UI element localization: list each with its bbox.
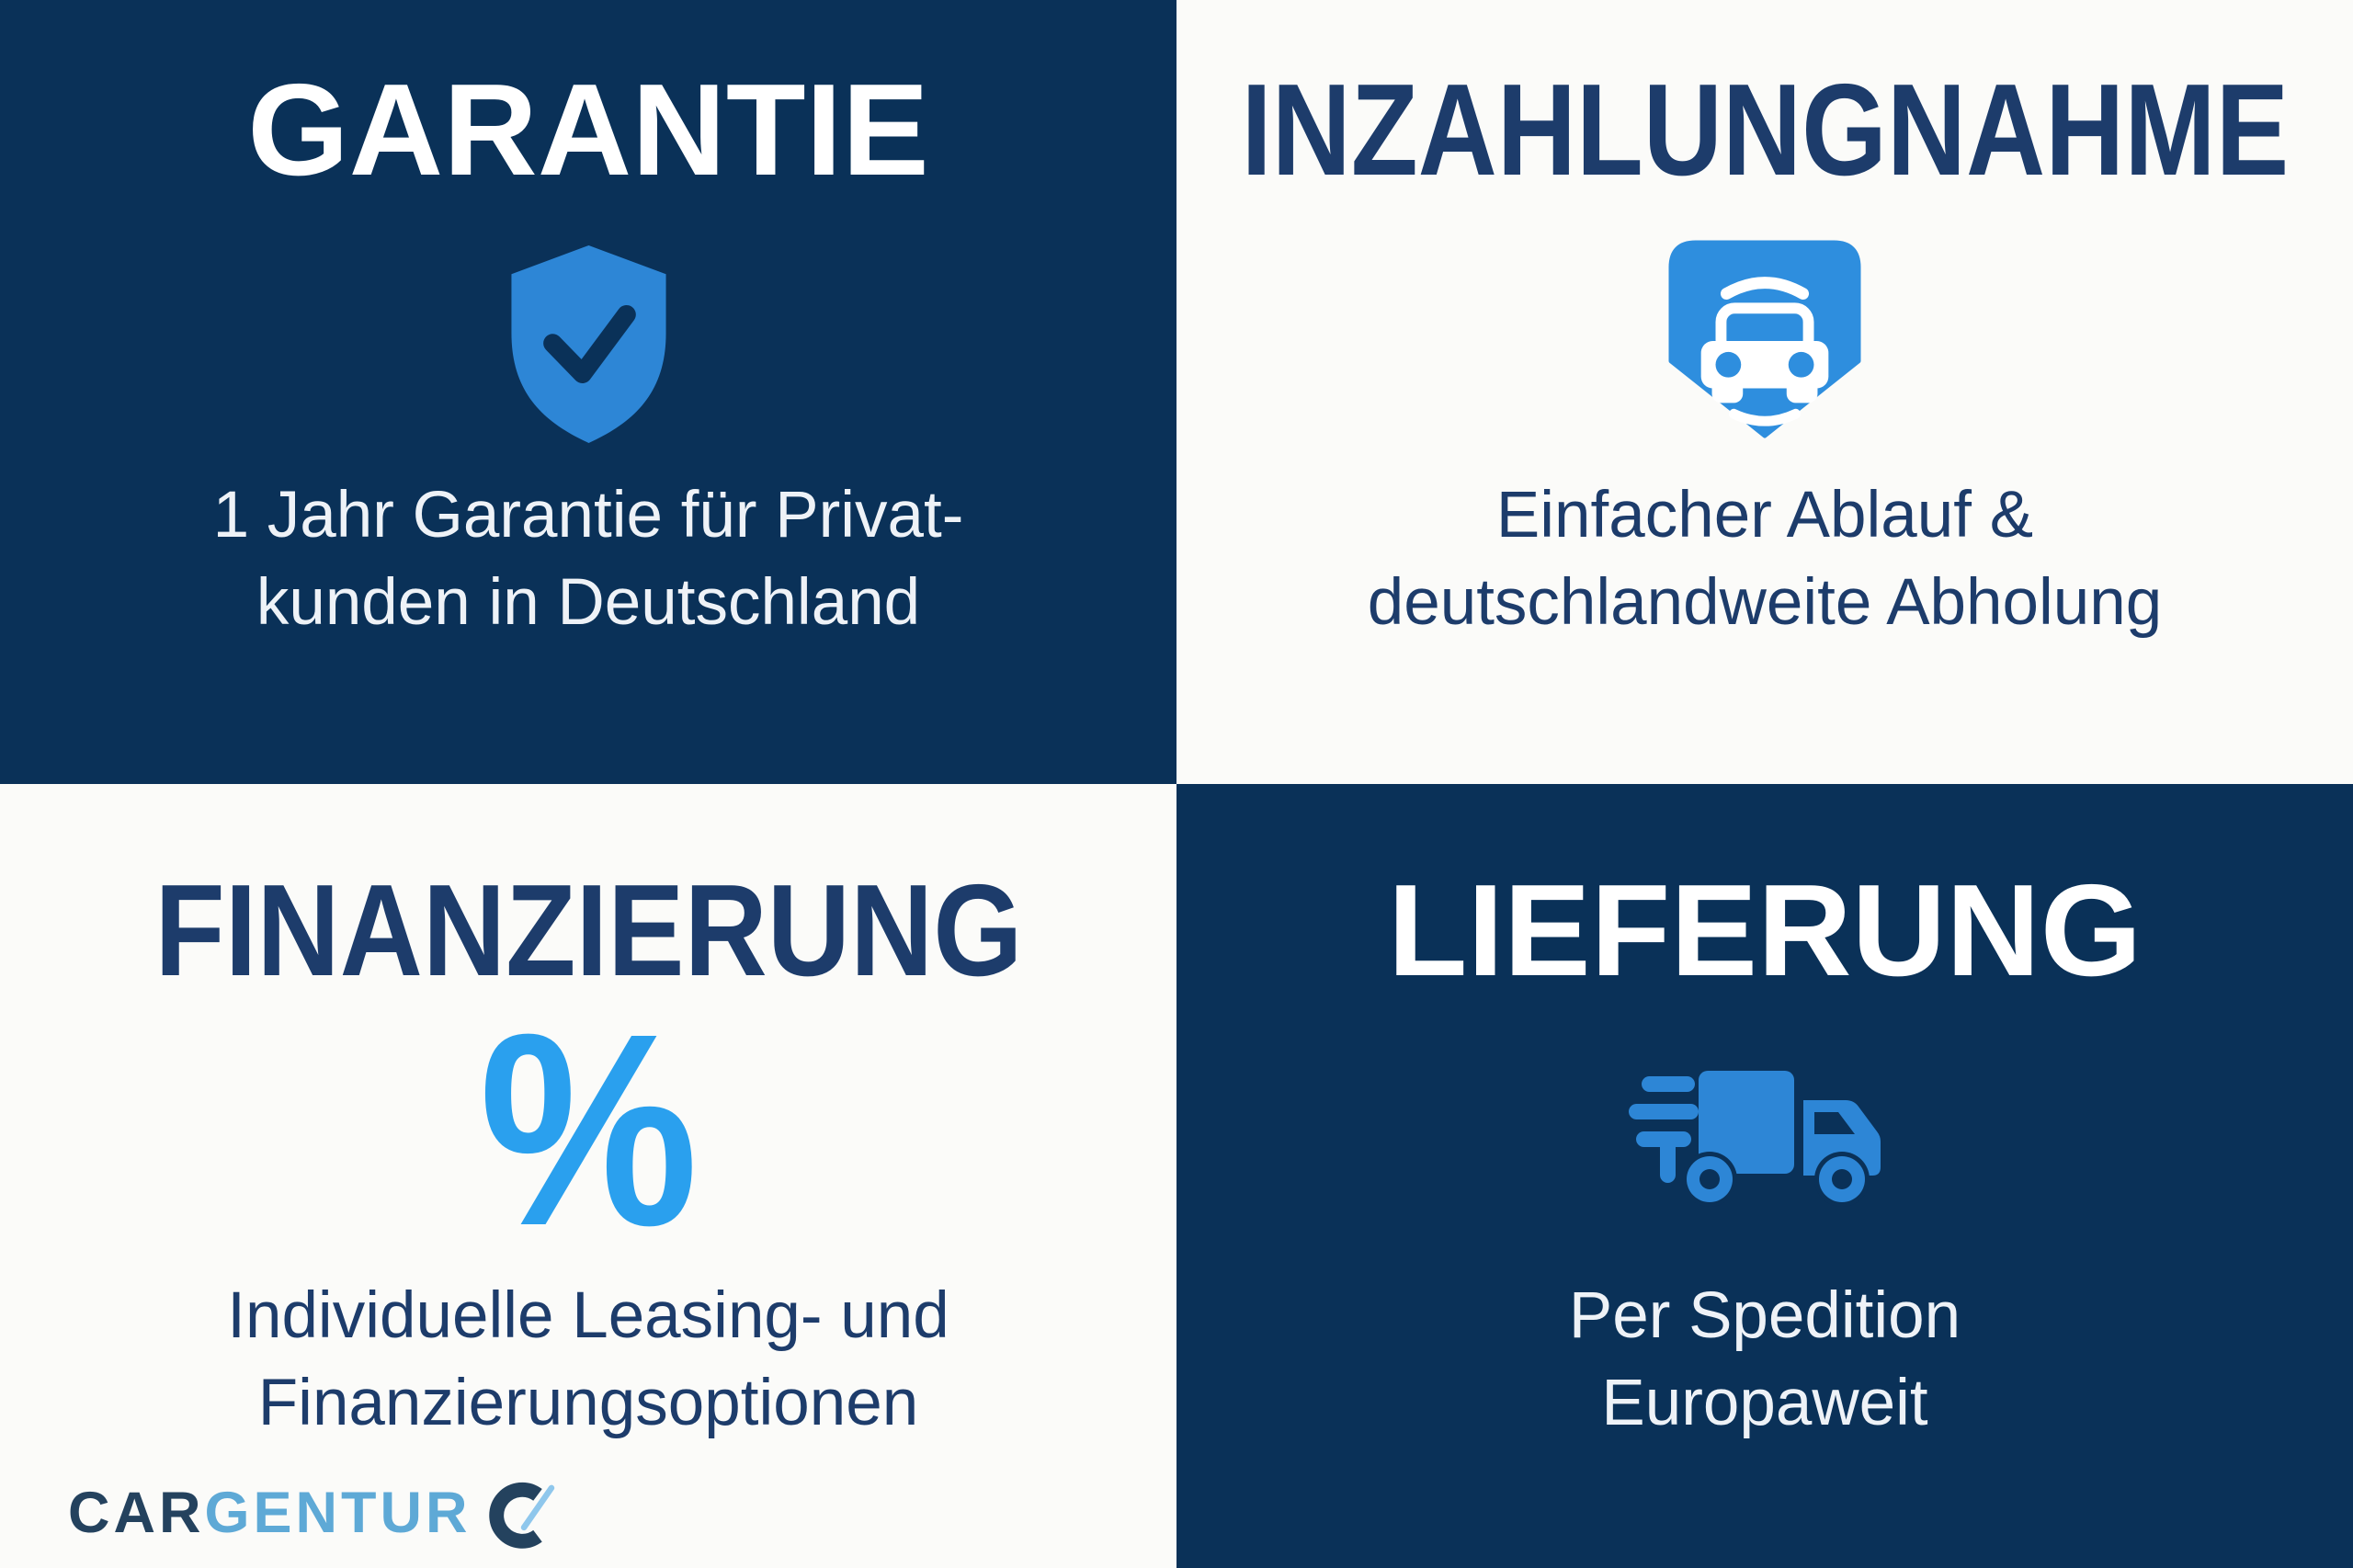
quadrant-title-garantie: GARANTIE xyxy=(247,57,929,203)
quadrant-title-finanzierung: FINANZIERUNG xyxy=(153,858,1023,1004)
logo-c-icon xyxy=(488,1482,554,1549)
description-line: Einfacher Ablauf & xyxy=(1495,479,2034,552)
logo-text-car: CAR xyxy=(68,1481,205,1545)
car-badge-icon xyxy=(1668,236,1861,449)
quadrant-garantie: GARANTIE 1 Jahr Garantie für Privat- kun… xyxy=(0,0,1176,784)
description-line: deutschlandweite Abholung xyxy=(1367,566,2163,640)
description-line: Europaweit xyxy=(1601,1367,1928,1440)
quadrant-lieferung: LIEFERUNG Per Spedition Europaweit xyxy=(1176,784,2353,1568)
percent-glyph: % xyxy=(478,977,699,1284)
cargentur-logo: CARGENTUR xyxy=(68,1474,563,1551)
quadrant-description-garantie: 1 Jahr Garantie für Privat- kunden in De… xyxy=(213,472,964,646)
delivery-truck-icon xyxy=(1627,1020,1903,1241)
percent-icon: % xyxy=(467,994,710,1267)
shield-check-icon xyxy=(490,236,688,449)
description-line: Per Spedition xyxy=(1568,1279,1961,1353)
quadrant-description-inzahlungnahme: Einfacher Ablauf & deutschlandweite Abho… xyxy=(1368,472,2163,646)
quadrant-finanzierung: FINANZIERUNG % Individuelle Leasing- und… xyxy=(0,784,1176,1568)
quadrant-inzahlungnahme: INZAHLUNGNAHME Einfacher Ablauf & deutsc… xyxy=(1176,0,2353,784)
description-line: Finanzierungsoptionen xyxy=(257,1367,919,1440)
quadrant-title-lieferung: LIEFERUNG xyxy=(1387,858,2143,1004)
logo-wordmark: CARGENTUR xyxy=(68,1480,472,1546)
quadrant-title-inzahlungnahme: INZAHLUNGNAHME xyxy=(1241,57,2289,203)
description-line: kunden in Deutschland xyxy=(256,566,921,640)
quadrant-description-finanzierung: Individuelle Leasing- und Finanzierungso… xyxy=(227,1272,949,1447)
description-line: 1 Jahr Garantie für Privat- xyxy=(212,479,964,552)
logo-text-gentur: GENTUR xyxy=(204,1481,472,1545)
description-line: Individuelle Leasing- und xyxy=(227,1279,949,1353)
quadrant-description-lieferung: Per Spedition Europaweit xyxy=(1569,1272,1961,1447)
